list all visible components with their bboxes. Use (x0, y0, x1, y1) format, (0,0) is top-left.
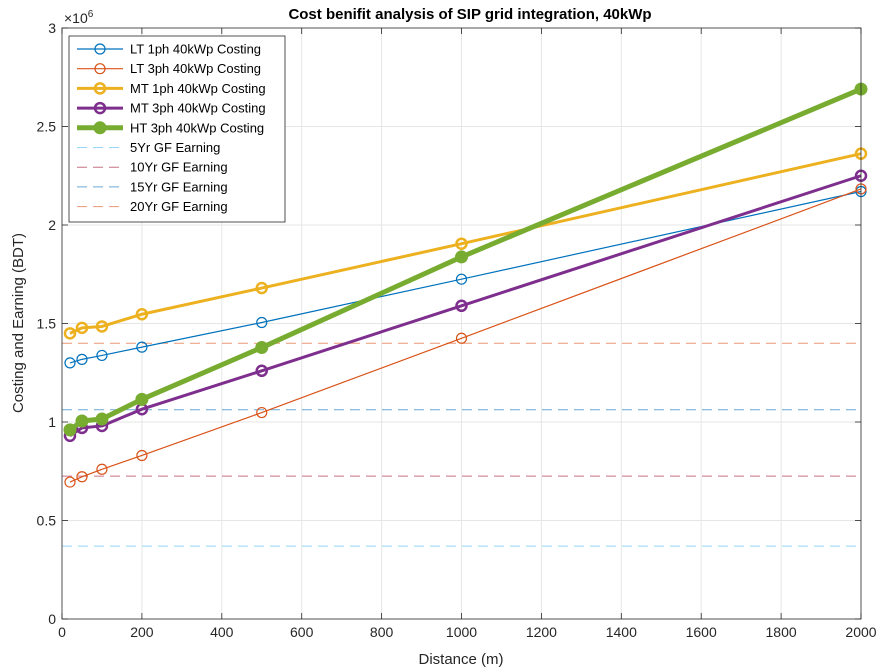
legend-label: HT 3ph 40kWp Costing (130, 120, 264, 135)
legend: LT 1ph 40kWp Costing LT 3ph 40kWp Costing… (68, 35, 286, 223)
data-point (75, 414, 89, 428)
legend-label: 10Yr GF Earning (130, 160, 228, 175)
series-line (69, 190, 862, 364)
x-tick-label: 1400 (606, 624, 637, 640)
y-axis-exponent-power: 6 (88, 9, 94, 20)
series-line (69, 174, 862, 438)
series-lines (63, 82, 868, 488)
data-point (76, 471, 88, 483)
x-tick-label: 200 (130, 624, 154, 640)
y-axis-exponent-base: ×10 (64, 10, 88, 26)
legend-label: LT 1ph 40kWp Costing (130, 42, 261, 57)
data-point (63, 327, 77, 340)
legend-marker (93, 121, 107, 135)
y-tick-label: 0 (48, 611, 56, 627)
y-tick-label: 2 (48, 217, 56, 233)
x-tick-label: 1800 (766, 624, 797, 640)
data-point (455, 332, 468, 344)
x-tick-label: 400 (210, 624, 234, 640)
data-point (455, 273, 468, 285)
data-point (64, 476, 76, 488)
data-point (95, 412, 109, 426)
legend-marker (94, 43, 106, 55)
data-point (255, 341, 269, 355)
legend-label: 5Yr GF Earning (130, 140, 220, 155)
data-point (64, 357, 76, 369)
data-point (136, 449, 148, 462)
y-tick-label: 3 (48, 20, 56, 36)
y-axis-exponent: ×106 (64, 9, 94, 26)
data-point (75, 321, 89, 335)
legend-label: 15Yr GF Earning (130, 179, 228, 194)
data-point (256, 316, 268, 329)
data-point (96, 349, 108, 362)
data-point (135, 307, 149, 321)
data-point (95, 320, 109, 333)
legend-label: MT 3ph 40kWp Costing (130, 101, 266, 116)
series-line (69, 188, 862, 483)
legend-marker (93, 101, 107, 115)
data-point (256, 406, 268, 419)
data-point (255, 364, 268, 378)
x-axis-label: Distance (m) (418, 651, 503, 668)
x-tick-label: 2000 (845, 624, 876, 640)
x-tick-label: 1200 (526, 624, 557, 640)
y-axis-ticks: 0 0.5 1 1.5 2 2.5 3 (37, 20, 861, 627)
legend-label: LT 3ph 40kWp Costing (130, 61, 261, 76)
y-tick-label: 2.5 (37, 119, 57, 135)
data-point (455, 299, 468, 313)
data-point (135, 392, 149, 406)
data-point (96, 463, 108, 475)
y-tick-label: 0.5 (37, 513, 57, 529)
legend-marker (93, 82, 107, 95)
series-line (69, 152, 862, 335)
x-tick-label: 0 (58, 624, 66, 640)
chart-title: Cost benifit analysis of SIP grid integr… (288, 6, 651, 23)
x-tick-label: 600 (290, 624, 314, 640)
y-tick-label: 1 (48, 414, 56, 430)
grid (62, 28, 861, 619)
data-point (63, 423, 77, 437)
legend-label: MT 1ph 40kWp Costing (130, 81, 266, 96)
data-point (255, 281, 268, 295)
data-point (455, 250, 468, 264)
data-point (136, 341, 148, 353)
x-axis-ticks: 0 200 400 600 800 1000 1200 1400 1600 1800 2000 (58, 28, 877, 640)
legend-marker (94, 63, 106, 75)
data-point (455, 237, 468, 250)
x-tick-label: 1600 (686, 624, 717, 640)
y-tick-label: 1.5 (37, 316, 57, 332)
y-axis-label: Costing and Earning (BDT) (10, 233, 27, 413)
x-tick-label: 800 (370, 624, 394, 640)
x-tick-label: 1000 (446, 624, 477, 640)
legend-label: 20Yr GF Earning (130, 199, 228, 214)
reference-lines (62, 342, 861, 547)
data-point (76, 353, 88, 365)
